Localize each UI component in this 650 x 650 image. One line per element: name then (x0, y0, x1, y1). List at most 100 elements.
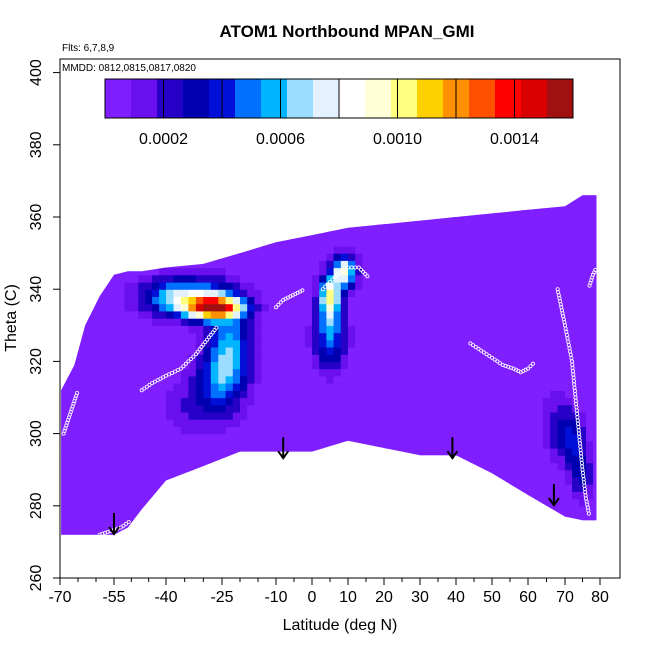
heatmap-cell (138, 534, 146, 535)
heatmap-cell (180, 476, 189, 485)
heatmap-cell (232, 245, 241, 254)
heatmap-cell (384, 433, 392, 442)
heatmap-cell (528, 267, 536, 276)
heatmap-cell (145, 505, 153, 514)
heatmap-cell (283, 534, 291, 535)
heatmap-cell (103, 448, 111, 456)
heatmap-cell (448, 332, 457, 341)
heatmap-cell (391, 368, 399, 377)
heatmap-cell (441, 310, 450, 319)
heatmap-cell (448, 217, 457, 225)
heatmap-cell (173, 484, 182, 492)
heatmap-cell (391, 195, 399, 196)
heatmap-cell (362, 238, 371, 247)
heatmap-cell (67, 245, 75, 254)
heatmap-cell (333, 513, 342, 521)
heatmap-cell (477, 224, 486, 232)
heatmap-cell (557, 390, 566, 399)
heatmap-cell (434, 195, 443, 196)
heatmap-cell (463, 245, 471, 254)
heatmap-cell (427, 361, 435, 370)
heatmap-cell (173, 390, 182, 399)
heatmap-cell (542, 476, 551, 485)
heatmap-cell (427, 289, 435, 297)
heatmap-cell (188, 245, 197, 254)
heatmap-cell (557, 469, 566, 478)
heatmap-cell (110, 455, 119, 464)
heatmap-cell (124, 245, 132, 254)
heatmap-cell (297, 476, 306, 485)
heatmap-cell (326, 469, 335, 478)
heatmap-cell (188, 318, 197, 326)
heatmap-cell (405, 325, 414, 334)
heatmap-cell (477, 217, 486, 225)
heatmap-cell (159, 318, 167, 326)
heatmap-cell (145, 310, 153, 319)
heatmap-cell (542, 484, 551, 492)
heatmap-cell (67, 195, 75, 204)
heatmap-cell (124, 440, 132, 449)
heatmap-cell (290, 296, 299, 305)
heatmap-cell (470, 440, 479, 449)
heatmap-cell (441, 383, 450, 391)
heatmap-cell (477, 260, 486, 269)
heatmap-cell (232, 260, 241, 269)
heatmap-cell (520, 455, 529, 464)
colorbar-segment (183, 79, 210, 118)
heatmap-cell (528, 325, 536, 334)
heatmap-cell (117, 310, 125, 319)
heatmap-cell (369, 534, 378, 535)
heatmap-cell (513, 419, 522, 427)
heatmap-cell (369, 202, 378, 211)
heatmap-cell (103, 520, 111, 528)
heatmap-cell (477, 476, 486, 485)
heatmap-cell (340, 267, 349, 276)
heatmap-cell (297, 505, 306, 514)
heatmap-cell (290, 527, 299, 535)
heatmap-cell (81, 368, 90, 377)
heatmap-cell (240, 253, 248, 261)
heatmap-cell (304, 397, 313, 406)
heatmap-cell (557, 448, 566, 456)
heatmap-cell (88, 209, 97, 218)
heatmap-cell (448, 354, 457, 362)
heatmap-cell (550, 390, 559, 399)
heatmap-cell (434, 224, 443, 232)
heatmap-cell (254, 491, 263, 500)
heatmap-cell (283, 217, 291, 225)
heatmap-cell (203, 267, 212, 276)
track-point (332, 275, 337, 280)
heatmap-cell (405, 296, 414, 305)
heatmap-cell (88, 534, 97, 535)
heatmap-cell (470, 534, 479, 535)
heatmap-cell (232, 332, 241, 341)
heatmap-cell (427, 202, 435, 211)
heatmap-cell (572, 260, 580, 269)
heatmap-cell (88, 513, 97, 521)
heatmap-cell (173, 419, 182, 427)
heatmap-cell (535, 433, 544, 442)
heatmap-cell (528, 354, 536, 362)
heatmap-cell (557, 195, 566, 204)
heatmap-cell (369, 224, 378, 232)
heatmap-cell (542, 520, 551, 528)
heatmap-cell (340, 397, 349, 406)
heatmap-cell (117, 217, 125, 225)
x-axis: -70 -55 -40 -25 -10 0 10 20 30 40 50 60 70 80 (48, 578, 609, 606)
heatmap-cell (384, 260, 392, 269)
heatmap-cell (268, 498, 277, 507)
heatmap-cell (61, 404, 68, 413)
heatmap-cell (138, 520, 146, 528)
heatmap-cell (312, 534, 320, 535)
heatmap-cell (348, 368, 356, 377)
heatmap-cell (225, 195, 234, 204)
heatmap-cell (203, 325, 212, 334)
heatmap-cell (355, 347, 363, 355)
heatmap-cell (247, 318, 255, 326)
heatmap-cell (434, 534, 443, 535)
heatmap-cell (326, 289, 335, 297)
heatmap-cell (138, 469, 146, 478)
heatmap-cell (152, 289, 160, 297)
heatmap-cell (376, 224, 385, 232)
heatmap-cell (348, 347, 356, 355)
